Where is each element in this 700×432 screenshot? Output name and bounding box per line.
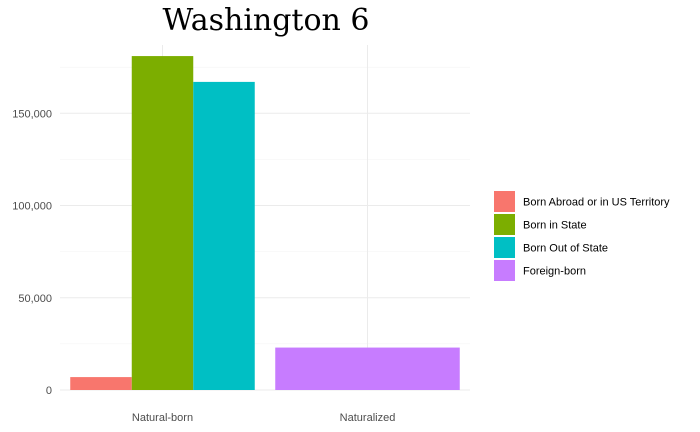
legend-key <box>494 191 515 212</box>
bar-born-abroad-or-in-us-territory-natural-born <box>70 377 132 390</box>
legend-label: Born Out of State <box>523 243 608 255</box>
x-tick-label: Naturalized <box>340 412 396 424</box>
bar-foreign-born-naturalized <box>275 347 460 390</box>
legend: Born Abroad or in US Territory Born in St… <box>494 191 670 281</box>
y-tick-label: 50,000 <box>18 293 52 305</box>
legend-key <box>494 237 515 258</box>
grid-lines <box>60 45 470 391</box>
y-tick-label: 150,000 <box>12 108 52 120</box>
bar-born-in-state-natural-born <box>131 56 194 390</box>
y-tick-label: 100,000 <box>12 201 52 213</box>
chart-title: Washington 6 <box>162 3 369 38</box>
bar-born-out-of-state-natural-born <box>193 81 255 390</box>
legend-label: Born Abroad or in US Territory <box>523 197 670 209</box>
x-tick-label: Natural-born <box>132 412 193 424</box>
legend-key <box>494 214 515 235</box>
y-axis-ticks: 0 50,000 100,000 150,000 <box>12 108 52 397</box>
y-tick-label: 0 <box>46 385 52 397</box>
legend-label: Born in State <box>523 220 587 232</box>
legend-label: Foreign-born <box>523 266 586 278</box>
legend-key <box>494 260 515 281</box>
x-axis-ticks: Natural-born Naturalized <box>132 412 395 424</box>
bars <box>70 56 460 390</box>
